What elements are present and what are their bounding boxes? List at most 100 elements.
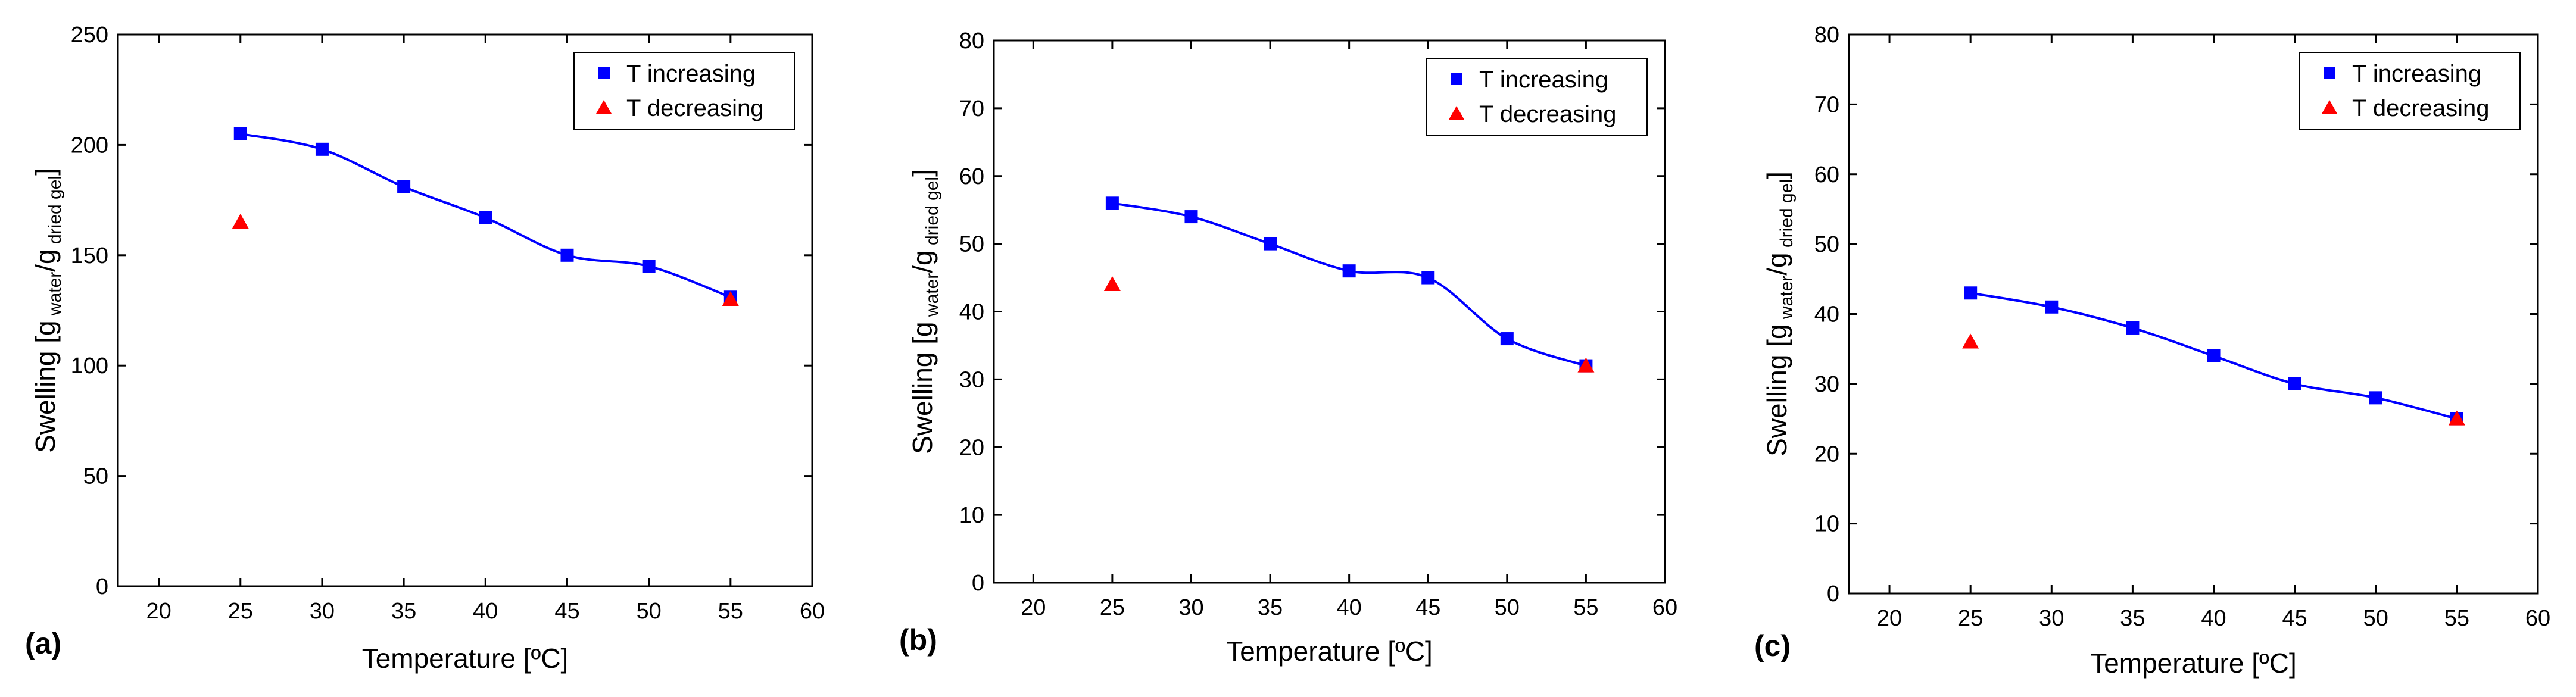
x-tick-label: 35	[391, 599, 416, 624]
x-tick-label: 40	[1337, 595, 1362, 620]
data-point-triangle	[1103, 276, 1121, 291]
y-tick-label: 20	[959, 435, 984, 460]
legend-label: T decreasing	[1479, 101, 1617, 127]
x-tick-label: 50	[1495, 595, 1520, 620]
legend-marker-triangle	[596, 100, 612, 114]
data-point-square	[479, 211, 492, 224]
data-point-triangle	[1962, 333, 1979, 349]
y-axis-label-subscript: water	[1777, 276, 1797, 324]
data-point-square	[2288, 377, 2301, 390]
x-tick-label: 25	[1958, 606, 1983, 631]
panel-label: (c)	[1754, 629, 1791, 662]
x-tick-label: 55	[2444, 606, 2469, 631]
y-tick-label: 60	[1814, 162, 1839, 187]
y-axis-label-part: ]	[907, 169, 938, 177]
y-axis-label-part: Swelling [g	[1761, 324, 1792, 456]
x-axis-label: Temperature [ºC]	[2090, 648, 2297, 679]
y-axis-label-subscript: dried gel	[922, 177, 942, 250]
y-tick-label: 100	[71, 354, 108, 379]
y-tick-label: 250	[71, 23, 108, 48]
legend-marker-square	[2324, 67, 2335, 79]
chart-panel-3: 20 25 30 35 40 45 50 55 60 0 10 20 30 40 50 60 70 80 Tempe…	[1754, 23, 2550, 679]
x-tick-label: 35	[2120, 606, 2145, 631]
data-point-triangle	[232, 214, 249, 229]
y-tick-label: 50	[1814, 232, 1839, 257]
y-tick-label: 0	[1827, 582, 1839, 607]
data-point-square	[1342, 264, 1356, 278]
y-axis-label-part: /g	[907, 250, 938, 273]
y-tick-label: 20	[1814, 442, 1839, 467]
data-point-triangle	[2448, 410, 2465, 426]
data-point-triangle	[1577, 357, 1595, 373]
y-axis-label-subscript: dried gel	[1777, 179, 1797, 252]
data-point-square	[397, 180, 411, 193]
legend-label: T decreasing	[2352, 95, 2490, 121]
y-tick-label: 0	[96, 574, 108, 599]
x-tick-label: 25	[1100, 595, 1125, 620]
y-axis-label-part: /g	[1761, 252, 1792, 275]
x-tick-label: 60	[1652, 595, 1677, 620]
x-tick-label: 20	[1877, 606, 1902, 631]
y-tick-label: 150	[71, 243, 108, 268]
y-tick-label: 70	[1814, 92, 1839, 117]
x-tick-label: 55	[1573, 595, 1598, 620]
data-point-square	[1184, 210, 1198, 224]
data-point-square	[2045, 300, 2059, 314]
data-point-square	[315, 142, 329, 156]
x-tick-label: 25	[228, 599, 253, 624]
y-tick-label: 80	[1814, 23, 1839, 48]
data-point-square	[1964, 286, 1978, 300]
panel-label: (b)	[899, 623, 937, 657]
data-point-square	[1500, 332, 1514, 346]
y-tick-label: 50	[959, 232, 984, 257]
chart-panel-1: 20 25 30 35 40 45 50 55 60 0 50 100 150 200 250 Tempera…	[25, 23, 825, 674]
y-axis-label-part: ]	[1761, 171, 1792, 179]
x-tick-label: 40	[2201, 606, 2226, 631]
legend-marker-square	[598, 67, 610, 79]
legend-marker-triangle	[2322, 100, 2337, 114]
y-axis-label-subscript: dried gel	[45, 176, 65, 249]
x-axis-label: Temperature [ºC]	[362, 643, 569, 674]
data-point-square	[642, 260, 656, 273]
x-tick-label: 30	[310, 599, 335, 624]
x-tick-label: 20	[1021, 595, 1046, 620]
x-tick-label: 45	[2282, 606, 2307, 631]
y-axis-label-part: Swelling [g	[30, 320, 61, 452]
x-tick-label: 50	[637, 599, 662, 624]
y-axis-label-subscript: water	[45, 272, 65, 321]
y-tick-label: 0	[972, 571, 984, 596]
chart-panel-2: 20 25 30 35 40 45 50 55 60 0 10 20 30 40 50 60 70 80 Tempe…	[899, 29, 1677, 667]
y-tick-label: 70	[959, 96, 984, 121]
x-tick-label: 55	[718, 599, 743, 624]
y-axis-label: Swelling [g water/g dried gel]	[30, 168, 65, 453]
y-tick-label: 10	[1814, 512, 1839, 537]
data-point-square	[2369, 391, 2382, 405]
series-fit-line	[1112, 202, 1587, 367]
x-tick-label: 30	[2039, 606, 2064, 631]
data-point-square	[2126, 321, 2140, 335]
x-tick-label: 40	[473, 599, 498, 624]
x-tick-label: 35	[1258, 595, 1283, 620]
legend-label: T decreasing	[626, 95, 764, 121]
plot-frame	[117, 33, 813, 587]
x-tick-label: 30	[1178, 595, 1203, 620]
y-tick-label: 200	[71, 133, 108, 158]
panel-label: (a)	[25, 627, 61, 660]
data-point-square	[1105, 196, 1119, 210]
y-tick-label: 60	[959, 164, 984, 189]
legend-box	[1426, 58, 1648, 136]
y-tick-label: 10	[959, 503, 984, 528]
y-tick-label: 30	[959, 367, 984, 392]
y-tick-label: 40	[959, 300, 984, 325]
x-tick-label: 45	[554, 599, 579, 624]
y-tick-label: 30	[1814, 372, 1839, 397]
data-point-square	[1421, 271, 1435, 285]
x-tick-label: 45	[1415, 595, 1440, 620]
y-axis-label-part: Swelling [g	[907, 321, 938, 454]
data-point-square	[233, 127, 247, 140]
y-axis-label-subscript: water	[922, 273, 942, 322]
data-point-square	[2207, 349, 2221, 362]
y-axis-label-part: ]	[30, 168, 61, 176]
legend-label: T increasing	[626, 61, 756, 87]
